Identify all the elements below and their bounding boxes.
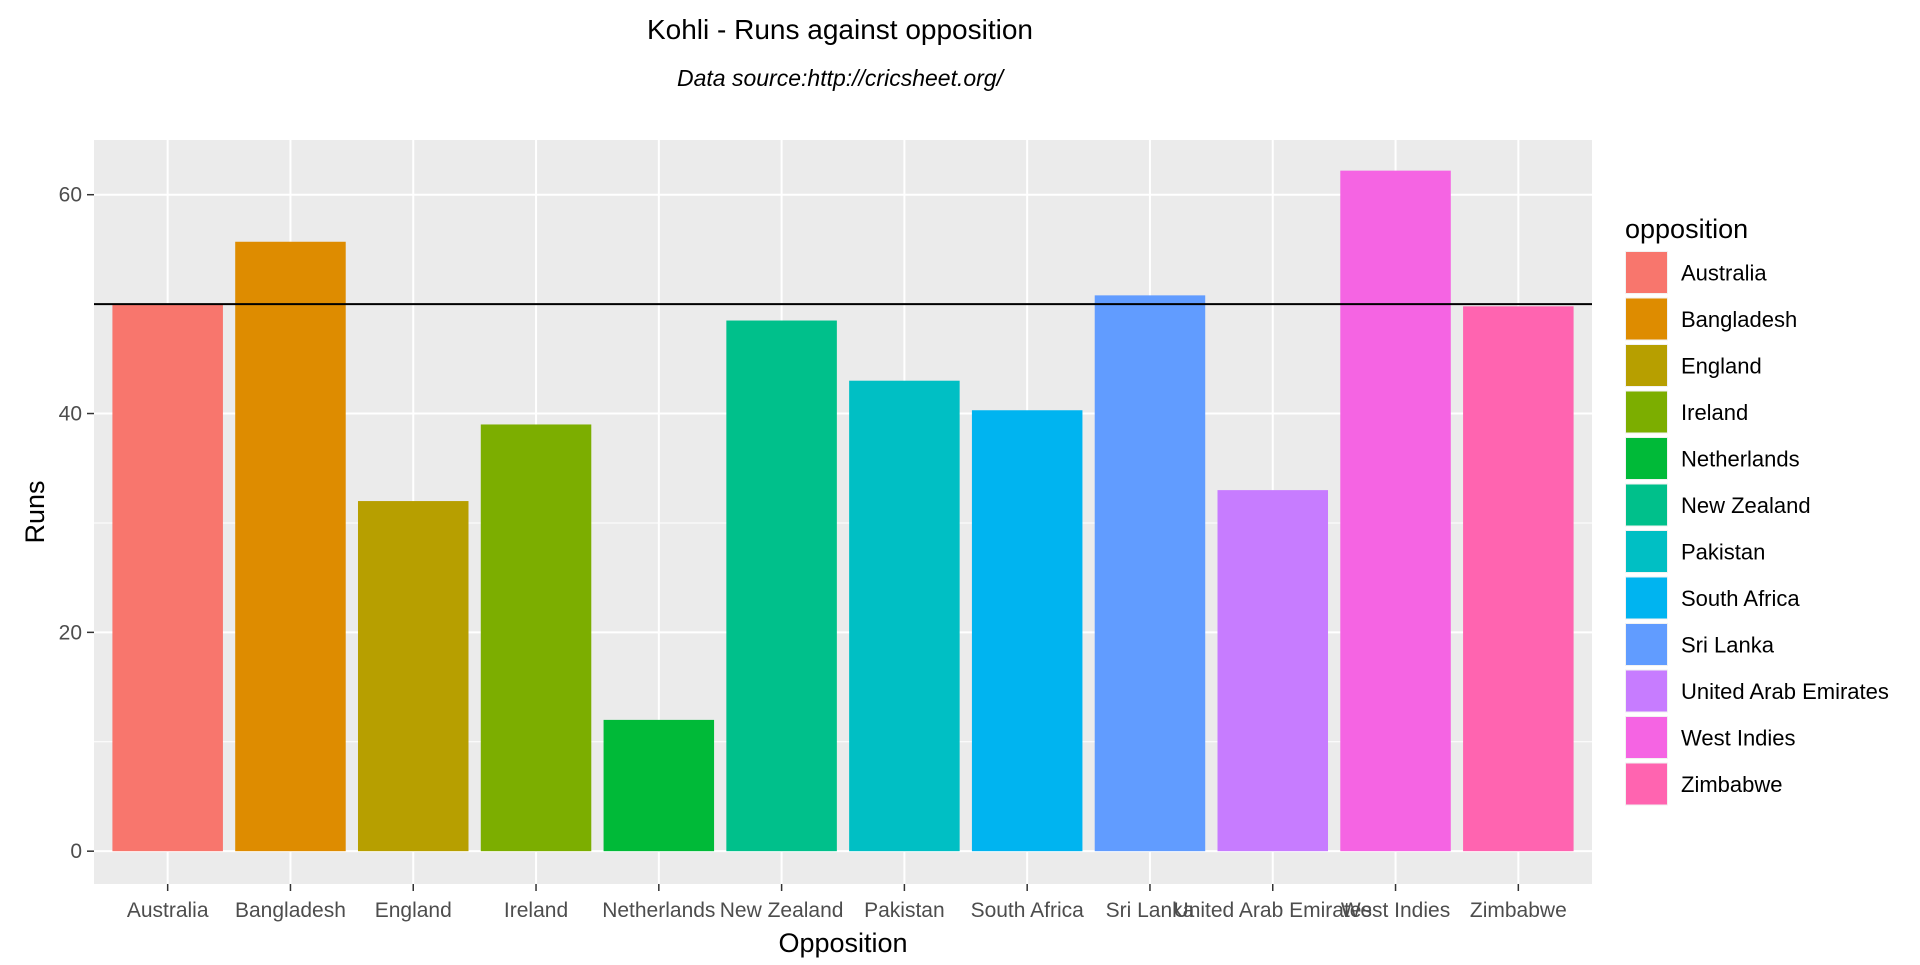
x-tick-label: New Zealand — [720, 899, 844, 922]
legend-key-swatch — [1626, 670, 1667, 712]
bar-united-arab-emirates — [1217, 490, 1329, 852]
bar-pakistan — [849, 380, 960, 852]
legend-title: opposition — [1625, 214, 1748, 244]
legend-key-swatch — [1626, 484, 1667, 526]
legend-label: West Indies — [1681, 726, 1796, 751]
legend-label: Australia — [1681, 261, 1767, 286]
x-tick-label: Zimbabwe — [1470, 899, 1567, 922]
y-tick-label: 60 — [59, 184, 82, 207]
legend-label: Netherlands — [1681, 447, 1800, 472]
legend-label: New Zealand — [1681, 493, 1811, 518]
legend-label: South Africa — [1681, 586, 1800, 611]
legend-label: Ireland — [1681, 400, 1748, 425]
x-tick-label: United Arab Emirates — [1174, 899, 1372, 922]
x-tick-label: Bangladesh — [235, 899, 346, 922]
legend-key-swatch — [1626, 531, 1667, 572]
x-tick-label: South Africa — [971, 899, 1085, 922]
x-tick-label: England — [375, 899, 452, 922]
x-tick-label: Australia — [127, 899, 209, 922]
chart-title: Kohli - Runs against opposition — [647, 14, 1033, 45]
bars — [112, 170, 1574, 852]
legend-key-swatch — [1626, 577, 1667, 619]
bar-england — [357, 501, 469, 852]
legend-key-swatch — [1626, 252, 1667, 293]
bar-sri-lanka — [1094, 295, 1206, 852]
y-tick-label: 40 — [59, 403, 82, 426]
bar-bangladesh — [235, 241, 346, 852]
bar-australia — [112, 304, 223, 852]
legend-label: Pakistan — [1681, 540, 1765, 565]
y-tick-label: 0 — [70, 840, 82, 863]
legend-key-swatch — [1626, 763, 1667, 805]
legend-key-swatch — [1626, 717, 1667, 758]
y-tick-label: 20 — [59, 621, 82, 644]
x-tick-label: West Indies — [1341, 899, 1450, 922]
legend-key-swatch — [1626, 345, 1667, 386]
legend-key-swatch — [1626, 624, 1667, 665]
x-tick-label: Netherlands — [602, 899, 715, 922]
bar-south-africa — [971, 410, 1083, 852]
legend-key-swatch — [1626, 438, 1667, 479]
y-axis-title: Runs — [20, 480, 50, 543]
bar-ireland — [480, 424, 592, 852]
bar-netherlands — [603, 719, 715, 852]
legend-label: Zimbabwe — [1681, 772, 1782, 797]
x-tick-label: Pakistan — [864, 899, 945, 922]
legend-label: United Arab Emirates — [1681, 679, 1889, 704]
legend-label: Sri Lanka — [1681, 633, 1775, 658]
x-tick-label: Sri Lanka — [1106, 899, 1195, 922]
y-axis: 0 20 40 60 — [59, 184, 94, 863]
x-axis-title: Opposition — [778, 928, 907, 958]
chart-subtitle: Data source:http://cricsheet.org/ — [677, 65, 1006, 91]
legend-label: Bangladesh — [1681, 307, 1797, 332]
legend: opposition Australia Bangladesh England Ire… — [1625, 214, 1889, 806]
bar-zimbabwe — [1463, 306, 1574, 852]
x-tick-label: Ireland — [504, 899, 568, 922]
bar-west-indies — [1340, 170, 1451, 852]
legend-label: England — [1681, 354, 1762, 379]
legend-key-swatch — [1626, 391, 1667, 433]
legend-key-swatch — [1626, 298, 1667, 340]
x-axis: Australia Bangladesh England Ireland Netherl… — [127, 884, 1567, 922]
bar-new-zealand — [726, 320, 837, 852]
